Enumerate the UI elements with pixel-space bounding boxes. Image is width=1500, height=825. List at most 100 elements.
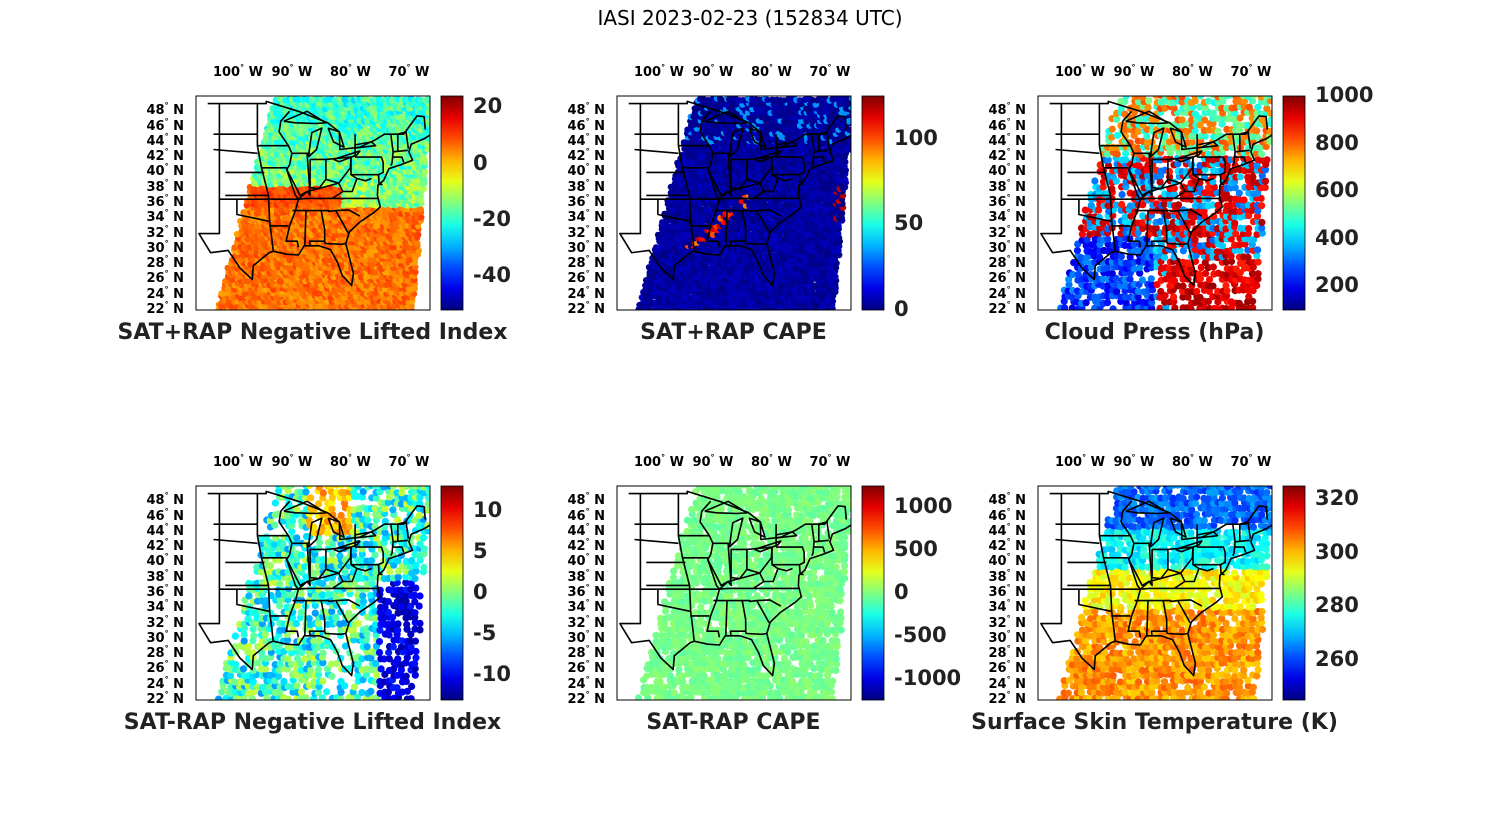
- data-point: [415, 231, 422, 238]
- panel-title: SAT+RAP Negative Lifted Index: [117, 320, 508, 345]
- data-point: [281, 309, 285, 310]
- data-point: [672, 311, 678, 317]
- latitude-label: 24° N: [146, 284, 185, 302]
- data-point: [388, 310, 394, 316]
- latitude-label: 22° N: [146, 300, 185, 317]
- data-point: [372, 168, 379, 176]
- data-point: [412, 263, 419, 271]
- data-point: [756, 311, 762, 317]
- data-point: [684, 311, 690, 317]
- data-point: [251, 312, 257, 318]
- data-point: [687, 311, 693, 317]
- data-point: [793, 312, 799, 318]
- data-point: [337, 309, 340, 310]
- data-point: [773, 309, 776, 310]
- data-point: [732, 310, 738, 316]
- data-point: [247, 312, 253, 318]
- data-point: [356, 310, 362, 316]
- data-point: [231, 310, 237, 316]
- data-point: [817, 312, 823, 318]
- data-point: [418, 214, 425, 221]
- data-point: [660, 311, 666, 317]
- latitude-label: 36° N: [146, 193, 185, 210]
- data-point: [291, 309, 294, 310]
- latitude-label: 44° N: [146, 131, 185, 149]
- data-point: [312, 311, 318, 317]
- data-point: [374, 309, 378, 310]
- data-point: [804, 312, 810, 318]
- data-point: [245, 311, 251, 317]
- data-point: [656, 311, 662, 317]
- panel-sat-rap-negative-lifted-index: 20 0 -20 -40 100° W 90° W 80° W 70° W 48° N 46° N…: [100, 60, 520, 350]
- data-point: [678, 310, 684, 316]
- data-point: [649, 311, 655, 317]
- data-point: [681, 312, 687, 318]
- data-swath: [635, 96, 851, 318]
- data-point: [344, 310, 350, 316]
- latitude-label: 30° N: [146, 238, 185, 256]
- colorbar-tick-label: 20: [473, 94, 503, 119]
- data-point: [428, 96, 430, 103]
- data-point: [662, 311, 668, 317]
- figure-title: IASI 2023-02-23 (152834 UTC): [597, 6, 903, 30]
- latitude-label: 32° N: [146, 223, 185, 241]
- data-point: [267, 310, 273, 316]
- data-point: [408, 310, 414, 316]
- data-point: [283, 311, 289, 317]
- data-point: [668, 311, 674, 317]
- data-point: [315, 310, 321, 316]
- data-point: [337, 311, 343, 317]
- data-point: [309, 312, 315, 318]
- data-point: [766, 309, 770, 310]
- data-point: [379, 310, 385, 316]
- data-point: [742, 312, 748, 318]
- data-point: [340, 310, 346, 316]
- colorbar-tick-label: -40: [473, 263, 511, 288]
- data-point: [730, 309, 734, 310]
- data-point: [392, 310, 398, 316]
- latitude-label: 46° N: [146, 116, 185, 134]
- data-point: [814, 309, 818, 310]
- data-point: [810, 310, 816, 316]
- data-point: [644, 311, 650, 317]
- data-point: [820, 309, 824, 310]
- data-point: [829, 311, 835, 317]
- data-swath: [215, 96, 430, 318]
- data-point: [354, 309, 358, 310]
- data-point: [698, 309, 702, 310]
- latitude-label: 40° N: [146, 162, 185, 180]
- data-point: [401, 311, 407, 317]
- data-point: [299, 311, 305, 317]
- data-point: [287, 311, 293, 317]
- data-point: [646, 312, 652, 318]
- data-point: [798, 309, 802, 310]
- data-point: [241, 310, 247, 316]
- data-point: [826, 310, 832, 316]
- data-point: [256, 309, 259, 310]
- data-point: [261, 311, 267, 317]
- data-point: [694, 311, 700, 317]
- data-point: [405, 312, 411, 318]
- data-point: [360, 310, 366, 316]
- data-point: [348, 311, 354, 317]
- data-point: [378, 281, 386, 288]
- panel-sat-rap-cape: 100 50 0 100° W 90° W 80° W 70° W 48° N 46° N 44°…: [521, 60, 941, 350]
- data-point: [746, 311, 752, 317]
- data-point: [218, 310, 224, 316]
- data-point: [411, 285, 418, 292]
- data-point: [792, 309, 795, 310]
- data-point: [802, 309, 805, 310]
- data-point: [365, 206, 373, 213]
- data-point: [297, 311, 303, 317]
- data-point: [726, 311, 732, 317]
- data-point: [399, 310, 405, 316]
- data-point: [717, 312, 723, 318]
- data-point: [367, 311, 373, 317]
- latitude-label: 48° N: [146, 101, 185, 119]
- data-point: [421, 168, 429, 175]
- data-point: [276, 311, 282, 317]
- data-point: [710, 312, 716, 318]
- data-point: [235, 312, 241, 318]
- data-point: [761, 311, 767, 317]
- latitude-label: 26° N: [146, 269, 185, 287]
